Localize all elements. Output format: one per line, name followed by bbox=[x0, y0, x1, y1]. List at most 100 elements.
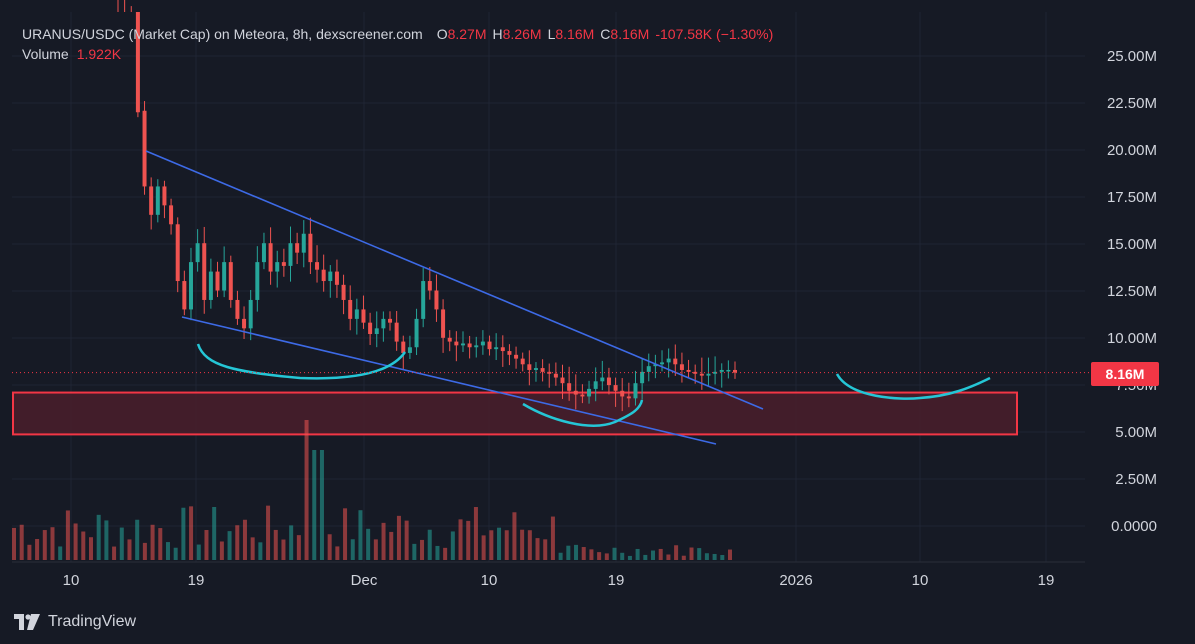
candle-body bbox=[679, 364, 684, 370]
volume-bar bbox=[281, 539, 286, 560]
candle-body bbox=[202, 243, 207, 300]
candle-body bbox=[733, 369, 737, 373]
last-price-tag: 8.16M bbox=[1091, 362, 1159, 386]
volume-bar bbox=[58, 546, 63, 560]
high-label: H bbox=[492, 26, 503, 42]
volume-bar bbox=[135, 519, 140, 560]
candle-body bbox=[713, 371, 718, 374]
volume-bar bbox=[312, 450, 317, 560]
candle-body bbox=[135, 12, 140, 113]
x-axis-tick-label: 19 bbox=[608, 572, 625, 589]
volume-bar bbox=[420, 539, 425, 560]
volume-bar bbox=[119, 527, 124, 560]
volume-bar bbox=[720, 555, 725, 560]
volume-bar bbox=[566, 545, 571, 560]
tradingview-branding[interactable]: TradingView bbox=[14, 613, 136, 631]
change-value: -107.58K (−1.30%) bbox=[655, 26, 774, 42]
candle-body bbox=[155, 186, 160, 215]
candle-body bbox=[361, 309, 366, 323]
volume-bar bbox=[173, 547, 178, 560]
candle-body bbox=[460, 343, 465, 346]
candle-body bbox=[666, 358, 671, 363]
candle-body bbox=[593, 381, 598, 389]
volume-bar bbox=[366, 528, 371, 560]
volume-bar bbox=[620, 552, 625, 560]
volume-bar bbox=[289, 525, 294, 560]
volume-bar bbox=[681, 555, 686, 560]
candle-body bbox=[275, 262, 280, 272]
volume-bar bbox=[373, 539, 378, 560]
candle-body bbox=[600, 377, 605, 382]
volume-bar bbox=[604, 553, 609, 560]
volume-bar bbox=[443, 547, 448, 560]
volume-bar bbox=[127, 539, 132, 560]
y-axis-tick-label: 15.00M bbox=[1107, 236, 1157, 253]
volume-bar bbox=[266, 505, 271, 560]
volume-bar bbox=[612, 547, 617, 560]
candle-body bbox=[686, 369, 691, 372]
volume-bar bbox=[674, 545, 679, 560]
volume-bar bbox=[88, 537, 93, 560]
volume-bar bbox=[728, 549, 732, 560]
volume-bar bbox=[597, 552, 602, 560]
candle-body bbox=[195, 243, 200, 263]
volume-bar bbox=[327, 534, 332, 560]
candle-body bbox=[248, 299, 253, 329]
volume-bar bbox=[12, 527, 16, 560]
y-axis-tick-label: 2.50M bbox=[1115, 471, 1157, 488]
candle-body bbox=[341, 284, 346, 300]
candle-body bbox=[693, 371, 698, 374]
candle-body bbox=[308, 233, 313, 263]
candle-body bbox=[726, 369, 731, 372]
volume-bar bbox=[481, 535, 486, 560]
candle-body bbox=[547, 371, 552, 374]
volume-bar bbox=[189, 506, 194, 560]
symbol-title[interactable]: URANUS/USDC (Market Cap) on Meteora, 8h,… bbox=[22, 26, 423, 42]
volume-bar bbox=[104, 520, 109, 560]
candle-body bbox=[467, 343, 472, 348]
volume-bar bbox=[27, 544, 32, 560]
volume-bar bbox=[666, 554, 671, 560]
volume-bar bbox=[574, 544, 579, 560]
candle-body bbox=[215, 271, 220, 291]
candle-body bbox=[474, 345, 479, 348]
candle-body bbox=[606, 377, 611, 386]
y-axis-tick-label: 25.00M bbox=[1107, 48, 1157, 65]
cup-annotation-1 bbox=[196, 343, 407, 380]
trendline-lower bbox=[181, 316, 717, 445]
x-axis-tick-label: 10 bbox=[63, 572, 80, 589]
volume-bar bbox=[658, 548, 663, 560]
volume-bar bbox=[196, 544, 201, 560]
volume-bar bbox=[212, 506, 217, 560]
candle-body bbox=[242, 318, 247, 329]
volume-bar bbox=[543, 539, 548, 560]
candle-body bbox=[514, 354, 519, 359]
candle-body bbox=[281, 262, 286, 266]
candle-body bbox=[507, 351, 512, 355]
candle-body bbox=[567, 383, 572, 391]
y-axis-tick-label: 5.00M bbox=[1115, 424, 1157, 441]
volume-bar bbox=[689, 547, 694, 560]
volume-bar bbox=[235, 525, 240, 560]
volume-bar bbox=[227, 531, 232, 560]
candle-body bbox=[500, 347, 505, 352]
y-axis-tick-label: 10.00M bbox=[1107, 330, 1157, 347]
candle-body bbox=[321, 269, 326, 282]
volume-bar bbox=[389, 531, 394, 560]
candle-body bbox=[580, 394, 585, 397]
cup-annotation-2 bbox=[522, 399, 644, 427]
y-axis-tick-label: 20.00M bbox=[1107, 142, 1157, 159]
volume-bar bbox=[319, 450, 324, 560]
candle-body bbox=[368, 322, 373, 335]
volume-bar bbox=[627, 555, 632, 560]
candlestick-chart[interactable]: 25.00M 22.50M 20.00M 17.50M 15.00M 12.50M 10.0… bbox=[0, 0, 1195, 600]
x-axis-tick-label: Dec bbox=[351, 572, 378, 589]
close-label: C bbox=[600, 26, 611, 42]
volume-bar bbox=[42, 530, 47, 560]
volume-bar bbox=[404, 520, 409, 560]
candle-body bbox=[162, 186, 167, 206]
candle-body bbox=[268, 243, 273, 272]
volume-bar bbox=[73, 523, 78, 560]
x-axis-tick-label: 19 bbox=[188, 572, 205, 589]
